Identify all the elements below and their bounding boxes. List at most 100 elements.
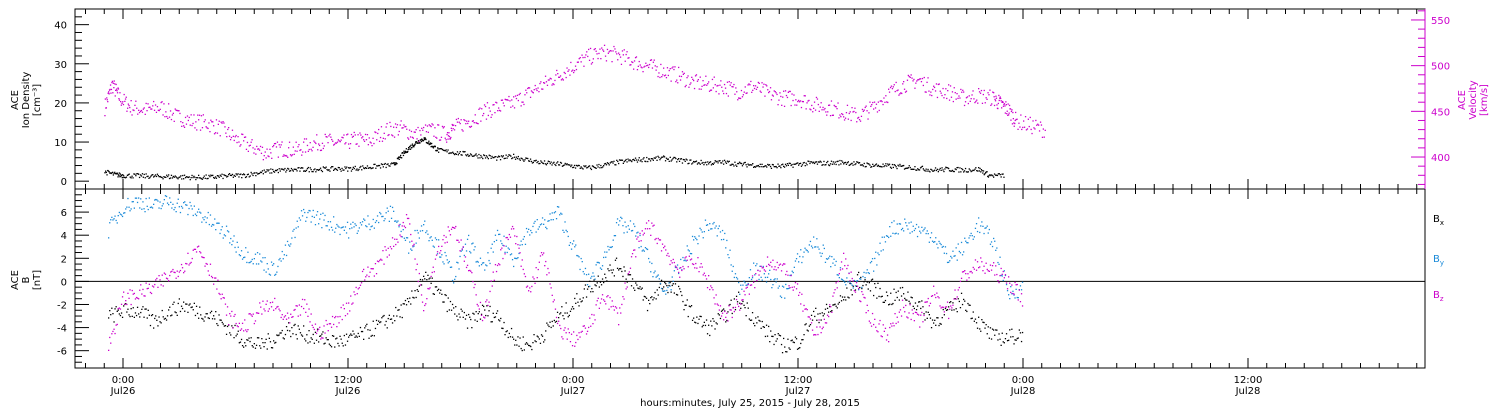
velocity-point bbox=[360, 134, 361, 135]
by-point bbox=[809, 244, 810, 245]
velocity-point bbox=[542, 89, 543, 90]
density-point bbox=[992, 175, 993, 176]
bx-point bbox=[387, 327, 388, 328]
velocity-point bbox=[500, 110, 501, 111]
bx-point bbox=[744, 307, 745, 308]
velocity-point bbox=[551, 84, 552, 85]
density-point bbox=[656, 156, 657, 157]
by-point bbox=[277, 266, 278, 267]
velocity-point bbox=[875, 107, 876, 108]
bz-point bbox=[363, 269, 364, 270]
velocity-point bbox=[334, 144, 335, 145]
velocity-point bbox=[954, 87, 955, 88]
velocity-point bbox=[663, 68, 664, 69]
bz-point bbox=[974, 269, 975, 270]
bx-point bbox=[844, 297, 845, 298]
velocity-point bbox=[963, 91, 964, 92]
bz-point bbox=[318, 329, 319, 330]
b-tick-label: 6 bbox=[61, 208, 67, 219]
velocity-point bbox=[390, 126, 391, 127]
bz-point bbox=[312, 325, 313, 326]
velocity-point bbox=[728, 95, 729, 96]
by-point bbox=[768, 273, 769, 274]
bx-point bbox=[344, 335, 345, 336]
velocity-point bbox=[428, 132, 429, 133]
density-point bbox=[486, 155, 487, 156]
by-point bbox=[928, 233, 929, 234]
by-point bbox=[605, 257, 606, 258]
velocity-point bbox=[154, 110, 155, 111]
velocity-point bbox=[870, 106, 871, 107]
by-point bbox=[726, 240, 727, 241]
bz-point bbox=[450, 234, 451, 235]
density-point bbox=[719, 160, 720, 161]
velocity-point bbox=[866, 110, 867, 111]
bz-point bbox=[320, 338, 321, 339]
bx-point bbox=[780, 335, 781, 336]
bx-point bbox=[740, 308, 741, 309]
bx-point bbox=[900, 287, 901, 288]
by-point bbox=[964, 238, 965, 239]
density-point bbox=[471, 154, 472, 155]
velocity-point bbox=[766, 85, 767, 86]
bx-point bbox=[489, 306, 490, 307]
density-point bbox=[372, 167, 373, 168]
by-point bbox=[1014, 297, 1015, 298]
bx-point bbox=[659, 287, 660, 288]
bz-point bbox=[674, 262, 675, 263]
by-point bbox=[282, 251, 283, 252]
velocity-point bbox=[871, 104, 872, 105]
velocity-point bbox=[662, 74, 663, 75]
bz-point bbox=[809, 316, 810, 317]
bz-point bbox=[245, 329, 246, 330]
bz-point bbox=[213, 284, 214, 285]
bz-point bbox=[253, 314, 254, 315]
by-point bbox=[496, 240, 497, 241]
by-point bbox=[720, 231, 721, 232]
bx-point bbox=[503, 322, 504, 323]
by-point bbox=[592, 272, 593, 273]
velocity-point bbox=[343, 134, 344, 135]
velocity-point bbox=[125, 98, 126, 99]
by-point bbox=[447, 259, 448, 260]
velocity-point bbox=[848, 119, 849, 120]
density-point bbox=[841, 160, 842, 161]
velocity-point bbox=[1006, 104, 1007, 105]
bx-point bbox=[654, 292, 655, 293]
velocity-point bbox=[273, 145, 274, 146]
bx-point bbox=[519, 337, 520, 338]
velocity-point bbox=[952, 91, 953, 92]
density-point bbox=[969, 168, 970, 169]
velocity-point bbox=[471, 126, 472, 127]
bz-point bbox=[277, 306, 278, 307]
velocity-point bbox=[397, 124, 398, 125]
velocity-point bbox=[1011, 109, 1012, 110]
bx-point bbox=[227, 326, 228, 327]
density-point bbox=[760, 164, 761, 165]
bz-point bbox=[503, 245, 504, 246]
b-tick-label: 2 bbox=[61, 254, 67, 265]
velocity-point bbox=[907, 80, 908, 81]
bx-point bbox=[454, 313, 455, 314]
bz-point bbox=[192, 258, 193, 259]
by-point bbox=[568, 236, 569, 237]
by-point bbox=[532, 226, 533, 227]
velocity-point bbox=[623, 54, 624, 55]
bz-point bbox=[738, 306, 739, 307]
bz-point bbox=[368, 276, 369, 277]
bx-point bbox=[778, 333, 779, 334]
bz-point bbox=[178, 276, 179, 277]
by-point bbox=[483, 262, 484, 263]
velocity-point bbox=[363, 139, 364, 140]
velocity-point bbox=[831, 100, 832, 101]
bz-point bbox=[951, 307, 952, 308]
density-point bbox=[634, 160, 635, 161]
bz-point bbox=[785, 274, 786, 275]
density-point bbox=[769, 164, 770, 165]
velocity-point bbox=[625, 61, 626, 62]
velocity-point bbox=[743, 94, 744, 95]
bz-point bbox=[132, 290, 133, 291]
by-point bbox=[333, 216, 334, 217]
bz-point bbox=[515, 243, 516, 244]
velocity-point bbox=[1000, 96, 1001, 97]
